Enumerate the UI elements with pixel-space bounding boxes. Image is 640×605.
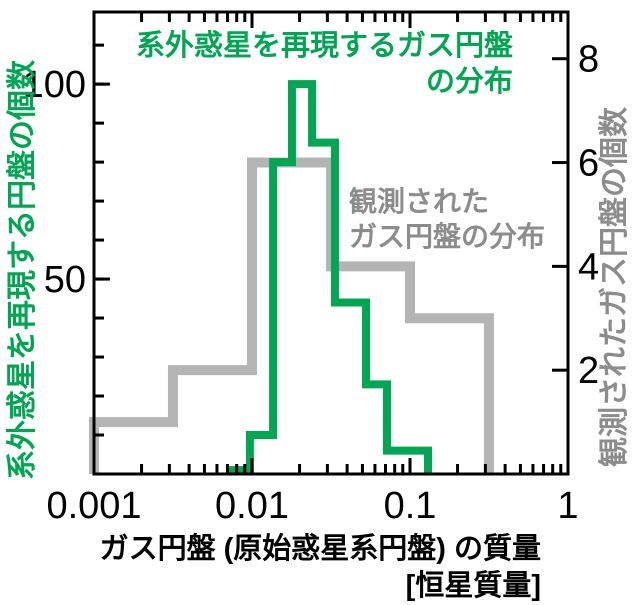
x-tick-label: 1 (557, 485, 578, 527)
x-tick-label: 0.1 (384, 485, 437, 527)
x-tick-label: 0.01 (215, 485, 289, 527)
gray-series-title: 観測された ガス円盤の分布 (349, 184, 545, 254)
green-series-title-line2: の分布 (425, 66, 513, 98)
x-tick-label: 0.001 (46, 485, 141, 527)
green-series-title-line1: 系外惑星を再現するガス円盤 (135, 30, 513, 62)
gray-series-title-line2: ガス円盤の分布 (349, 221, 546, 252)
left-tick-label: 50 (44, 259, 86, 301)
x-axis-label-line2: [恒星質量] (405, 570, 541, 602)
right-axis-label: 観測されたガス円盤の個数 (598, 107, 631, 467)
right-tick-label: 4 (578, 246, 599, 288)
x-axis-label-line1: ガス円盤 (原始惑星系円盤) の質量 (99, 533, 541, 565)
left-axis-label: 系外惑星を再現する円盤の個数 (6, 60, 39, 480)
gray-series-title-line1: 観測された (349, 186, 490, 217)
series-path-simulated (227, 80, 433, 475)
right-tick-label: 2 (578, 350, 599, 392)
left-tick-label: 100 (23, 64, 86, 106)
right-tick-label: 8 (578, 39, 599, 81)
plot-frame (92, 10, 570, 476)
right-tick-label: 6 (578, 143, 599, 185)
green-series-title: 系外惑星を再現するガス円盤 の分布 (136, 28, 513, 100)
x-axis-label: ガス円盤 (原始惑星系円盤) の質量 [恒星質量] (100, 531, 541, 605)
